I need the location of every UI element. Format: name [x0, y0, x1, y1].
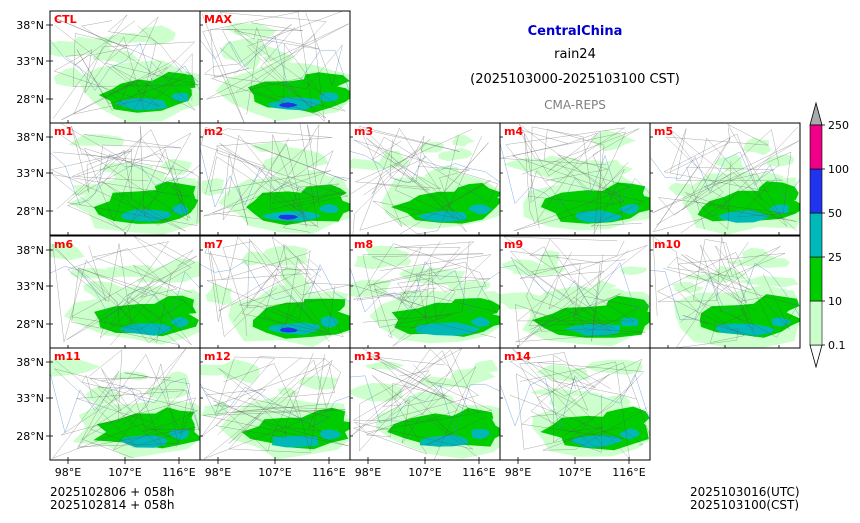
panel-label: m2 [204, 125, 223, 138]
panel-MAX: MAX [199, 10, 351, 124]
colorbar-segment [809, 212, 823, 258]
colorbar: 0.1 10 25 50 100 250 [809, 101, 849, 369]
x-tick-label: 98°E [55, 466, 81, 479]
panel-label: m12 [204, 350, 231, 363]
y-tick-label: 33°N [16, 167, 44, 180]
panel-m12: m12 [199, 347, 351, 461]
panel-label: m6 [54, 238, 73, 251]
panel-label: m4 [504, 125, 523, 138]
x-tick-label: 107°E [558, 466, 591, 479]
panel-label: m10 [654, 238, 681, 251]
x-tick-label: 116°E [462, 466, 495, 479]
y-tick-label: 38°N [16, 244, 44, 257]
panel-m2: m2 [199, 122, 351, 236]
model-label: CMA-REPS [544, 98, 606, 112]
panel-CTL: CTL [49, 10, 201, 124]
panel-label: m11 [54, 350, 81, 363]
panel-m11: m11 [49, 347, 201, 461]
colorbar-segment [809, 168, 823, 214]
panel-m4: m4 [499, 122, 651, 236]
variable-label: rain24 [554, 47, 596, 62]
y-tick-label: 33°N [16, 280, 44, 293]
panel-label: m3 [354, 125, 373, 138]
x-tick-label: 107°E [258, 466, 291, 479]
panel-m14: m14 [499, 347, 651, 461]
x-tick-label: 116°E [312, 466, 345, 479]
period-label: (2025103000-2025103100 CST) [470, 72, 680, 87]
panel-label: m7 [204, 238, 223, 251]
panel-m8: m8 [349, 235, 501, 349]
x-tick-label: 107°E [108, 466, 141, 479]
region-title: CentralChina [527, 24, 623, 39]
valid-time-cst: 2025103100(CST) [690, 498, 800, 512]
panel-label: m1 [54, 125, 73, 138]
y-tick-label: 38°N [16, 356, 44, 369]
y-tick-label: 33°N [16, 55, 44, 68]
panel-label: CTL [54, 13, 77, 26]
panel-label: m13 [354, 350, 381, 363]
panel-label: MAX [204, 13, 232, 26]
panel-label: m8 [354, 238, 373, 251]
y-tick-label: 28°N [16, 430, 44, 443]
panel-label: m5 [654, 125, 673, 138]
panel-m1: m1 [49, 122, 201, 236]
y-tick-label: 28°N [16, 205, 44, 218]
colorbar-tick-label: 250 [828, 119, 849, 132]
panel-m5: m5 [649, 122, 801, 236]
y-tick-label: 38°N [16, 19, 44, 32]
colorbar-segment [809, 124, 823, 170]
panel-label: m14 [504, 350, 531, 363]
y-tick-label: 38°N [16, 131, 44, 144]
colorbar-segment [809, 256, 823, 302]
colorbar-segment [809, 300, 823, 346]
colorbar-tick-label: 25 [828, 251, 842, 264]
panel-m10: m10 [649, 235, 801, 349]
x-tick-label: 98°E [205, 466, 231, 479]
panel-m9: m9 [499, 235, 651, 349]
colorbar-tick-label: 100 [828, 163, 849, 176]
init-time-1: 2025102806 + 058h [50, 485, 175, 499]
y-tick-label: 33°N [16, 392, 44, 405]
x-tick-label: 116°E [162, 466, 195, 479]
panel-m3: m3 [349, 122, 501, 236]
y-tick-label: 28°N [16, 318, 44, 331]
colorbar-tick-label: 10 [828, 295, 842, 308]
panel-m13: m13 [349, 347, 501, 461]
panel-m7: m7 [199, 235, 351, 349]
x-tick-label: 98°E [355, 466, 381, 479]
colorbar-extend-max [809, 101, 823, 126]
x-tick-label: 107°E [408, 466, 441, 479]
valid-time-utc: 2025103016(UTC) [690, 485, 800, 499]
panel-m6: m6 [49, 235, 201, 349]
panel-label: m9 [504, 238, 523, 251]
colorbar-extend-min [809, 344, 823, 369]
y-tick-label: 28°N [16, 93, 44, 106]
colorbar-tick-label: 50 [828, 207, 842, 220]
x-tick-label: 116°E [612, 466, 645, 479]
init-time-2: 2025102814 + 058h [50, 498, 175, 512]
colorbar-tick-label: 0.1 [828, 339, 846, 352]
x-tick-label: 98°E [505, 466, 531, 479]
